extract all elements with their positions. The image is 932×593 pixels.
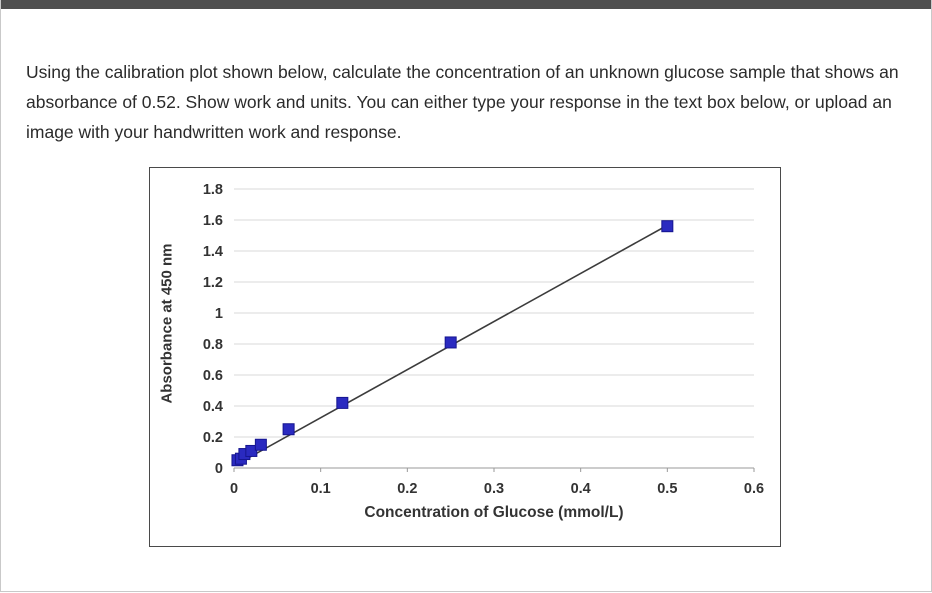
data-point-marker: [254, 438, 267, 451]
data-point-marker: [661, 220, 674, 233]
y-tick-label: 0.8: [203, 337, 223, 353]
x-tick-label: 0.3: [484, 481, 504, 497]
y-tick-label: 1: [215, 306, 223, 322]
x-axis-title: Concentration of Glucose (mmol/L): [364, 504, 624, 521]
data-point-marker: [444, 336, 457, 349]
y-tick-label: 0: [215, 461, 223, 477]
x-tick-label: 0: [230, 481, 238, 497]
data-point-marker: [336, 396, 349, 409]
x-tick-label: 0.6: [744, 481, 764, 497]
data-point-marker: [282, 423, 295, 436]
data-point-marker: [245, 444, 258, 457]
y-tick-label: 0.4: [203, 399, 223, 415]
calibration-chart: 0 0.2 0.4 0.6 0.8 1 1.2 1.4 1.6 1.8 0 0.1 0.2 0.3 0.4 0…: [149, 167, 781, 547]
x-tick-label: 0.2: [397, 481, 417, 497]
question-text: Using the calibration plot shown below, …: [26, 62, 899, 142]
y-tick-label: 1.8: [203, 182, 223, 198]
y-tick-label: 0.2: [203, 430, 223, 446]
y-tick-label: 1.4: [203, 244, 223, 260]
top-bar: [1, 0, 931, 9]
y-tick-label: 1.6: [203, 213, 223, 229]
x-tick-label: 0.4: [571, 481, 591, 497]
y-tick-label: 1.2: [203, 275, 223, 291]
y-tick-label: 0.6: [203, 368, 223, 384]
x-tick-label: 0.1: [311, 481, 331, 497]
x-tick-label: 0.5: [657, 481, 677, 497]
chart-plot-area: 0 0.2 0.4 0.6 0.8 1 1.2 1.4 1.6 1.8 0 0.1 0.2 0.3 0.4 0…: [203, 182, 764, 497]
